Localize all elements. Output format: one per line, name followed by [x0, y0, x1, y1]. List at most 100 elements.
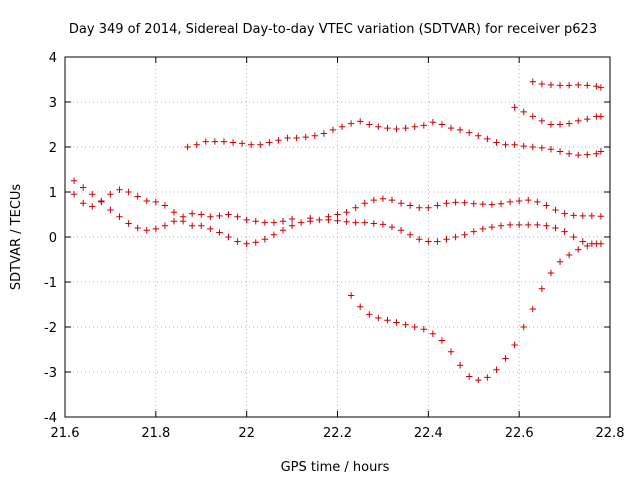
data-point	[570, 233, 577, 241]
data-point	[461, 199, 468, 206]
data-point	[316, 216, 323, 224]
data-point	[325, 216, 332, 224]
data-point	[575, 81, 582, 89]
y-tick-label: 4	[49, 51, 57, 66]
data-point	[379, 195, 387, 202]
data-point	[202, 138, 209, 145]
data-point	[584, 242, 591, 250]
data-point	[357, 303, 364, 310]
data-point	[275, 137, 282, 144]
data-point	[406, 202, 414, 209]
data-point	[388, 223, 396, 231]
data-point	[511, 141, 518, 148]
data-point	[570, 212, 577, 219]
data-point	[393, 319, 400, 326]
data-point	[252, 218, 259, 225]
y-tick-label: 1	[49, 186, 57, 201]
data-point	[379, 221, 387, 228]
data-point	[579, 238, 586, 245]
data-point	[565, 120, 573, 127]
data-point	[198, 222, 205, 229]
data-point	[484, 374, 491, 381]
data-point	[107, 206, 114, 214]
data-point	[307, 218, 314, 225]
data-point	[352, 204, 359, 211]
data-point	[261, 236, 269, 243]
data-point	[479, 200, 487, 208]
data-point	[461, 231, 468, 238]
data-point	[515, 221, 523, 229]
data-point	[243, 216, 250, 224]
data-point	[334, 217, 341, 224]
data-point	[220, 138, 228, 145]
data-point	[238, 140, 246, 147]
x-tick-label: 22.2	[323, 426, 352, 441]
data-point	[207, 213, 214, 220]
data-point	[511, 104, 518, 111]
data-point	[366, 311, 373, 318]
data-point	[361, 200, 368, 207]
data-point	[116, 213, 123, 220]
data-point	[565, 82, 573, 89]
data-point	[547, 269, 555, 277]
data-point	[193, 141, 200, 148]
data-point	[243, 240, 250, 247]
data-point	[470, 228, 477, 235]
data-point	[475, 132, 482, 139]
data-point	[584, 82, 591, 89]
data-point	[447, 348, 455, 355]
data-point	[443, 236, 450, 243]
data-point	[443, 200, 450, 207]
data-point	[248, 141, 255, 148]
data-point	[302, 133, 309, 141]
data-point	[538, 144, 546, 152]
data-point	[370, 220, 378, 227]
data-point	[565, 150, 573, 157]
data-point	[161, 202, 169, 209]
data-point	[556, 82, 564, 89]
data-point	[198, 211, 205, 218]
data-point	[411, 323, 418, 331]
data-point	[561, 228, 568, 235]
data-point	[375, 123, 382, 130]
data-point	[420, 326, 427, 333]
data-point	[79, 184, 87, 191]
x-tick-label: 22.4	[414, 426, 443, 441]
data-point	[525, 196, 532, 204]
data-point	[438, 121, 446, 128]
data-point	[161, 222, 169, 229]
data-point	[597, 113, 605, 120]
data-point	[179, 218, 187, 225]
data-point	[529, 78, 536, 85]
data-point	[584, 115, 591, 123]
data-point	[116, 186, 123, 193]
data-point	[225, 211, 232, 218]
data-point	[565, 251, 573, 259]
y-tick-label: -3	[44, 366, 57, 381]
axis-ticks: 21.6 21.8 22 22.2 22.4 22.6 22.8 -4 -3 -2 -1 0 1 2 3 4	[44, 51, 624, 441]
data-point	[434, 238, 441, 245]
data-point	[406, 231, 414, 238]
data-point	[207, 225, 214, 233]
data-point	[343, 218, 350, 225]
data-point	[216, 229, 223, 236]
data-point	[411, 123, 418, 130]
data-point	[311, 132, 318, 139]
data-point	[134, 193, 141, 200]
data-point	[338, 123, 346, 130]
data-point	[375, 314, 382, 322]
data-point	[188, 210, 196, 217]
data-point	[584, 151, 591, 158]
data-point	[456, 126, 464, 134]
series-2	[70, 186, 605, 247]
data-point	[529, 113, 536, 120]
data-point	[234, 238, 241, 245]
x-tick-label: 22.6	[505, 426, 534, 441]
data-point	[534, 221, 541, 229]
data-point	[347, 292, 355, 299]
data-point	[107, 191, 114, 198]
data-point	[143, 197, 150, 205]
y-tick-label: -1	[44, 276, 57, 291]
series-1	[70, 177, 605, 234]
